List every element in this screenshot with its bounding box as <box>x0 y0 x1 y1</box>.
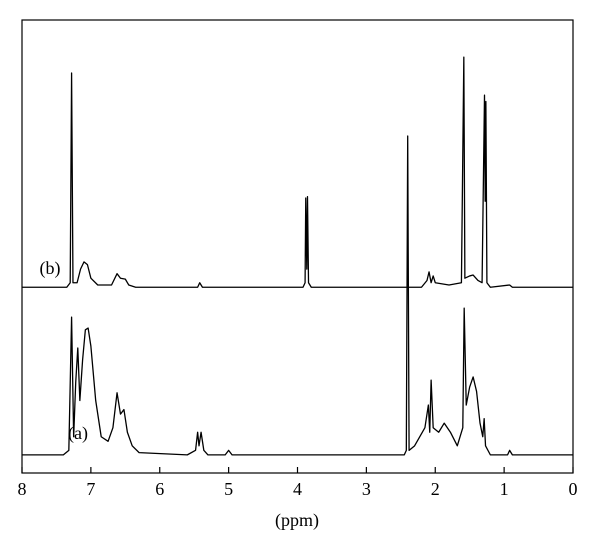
series-label: (b) <box>40 258 61 279</box>
x-tick-label: 6 <box>155 479 164 499</box>
x-tick-label: 3 <box>362 479 371 499</box>
x-tick-label: 4 <box>293 479 302 499</box>
x-tick-label: 0 <box>569 479 578 499</box>
x-tick-label: 1 <box>500 479 509 499</box>
x-tick-label: 7 <box>86 479 95 499</box>
plot-frame <box>21 19 574 474</box>
x-tick-label: 8 <box>18 479 27 499</box>
x-tick-label: 2 <box>431 479 440 499</box>
x-tick-label: 5 <box>224 479 233 499</box>
spectrum-line <box>22 56 573 288</box>
spectrum-line <box>22 135 573 456</box>
series-label: (a) <box>68 423 88 444</box>
x-axis-label: (ppm) <box>275 510 319 531</box>
